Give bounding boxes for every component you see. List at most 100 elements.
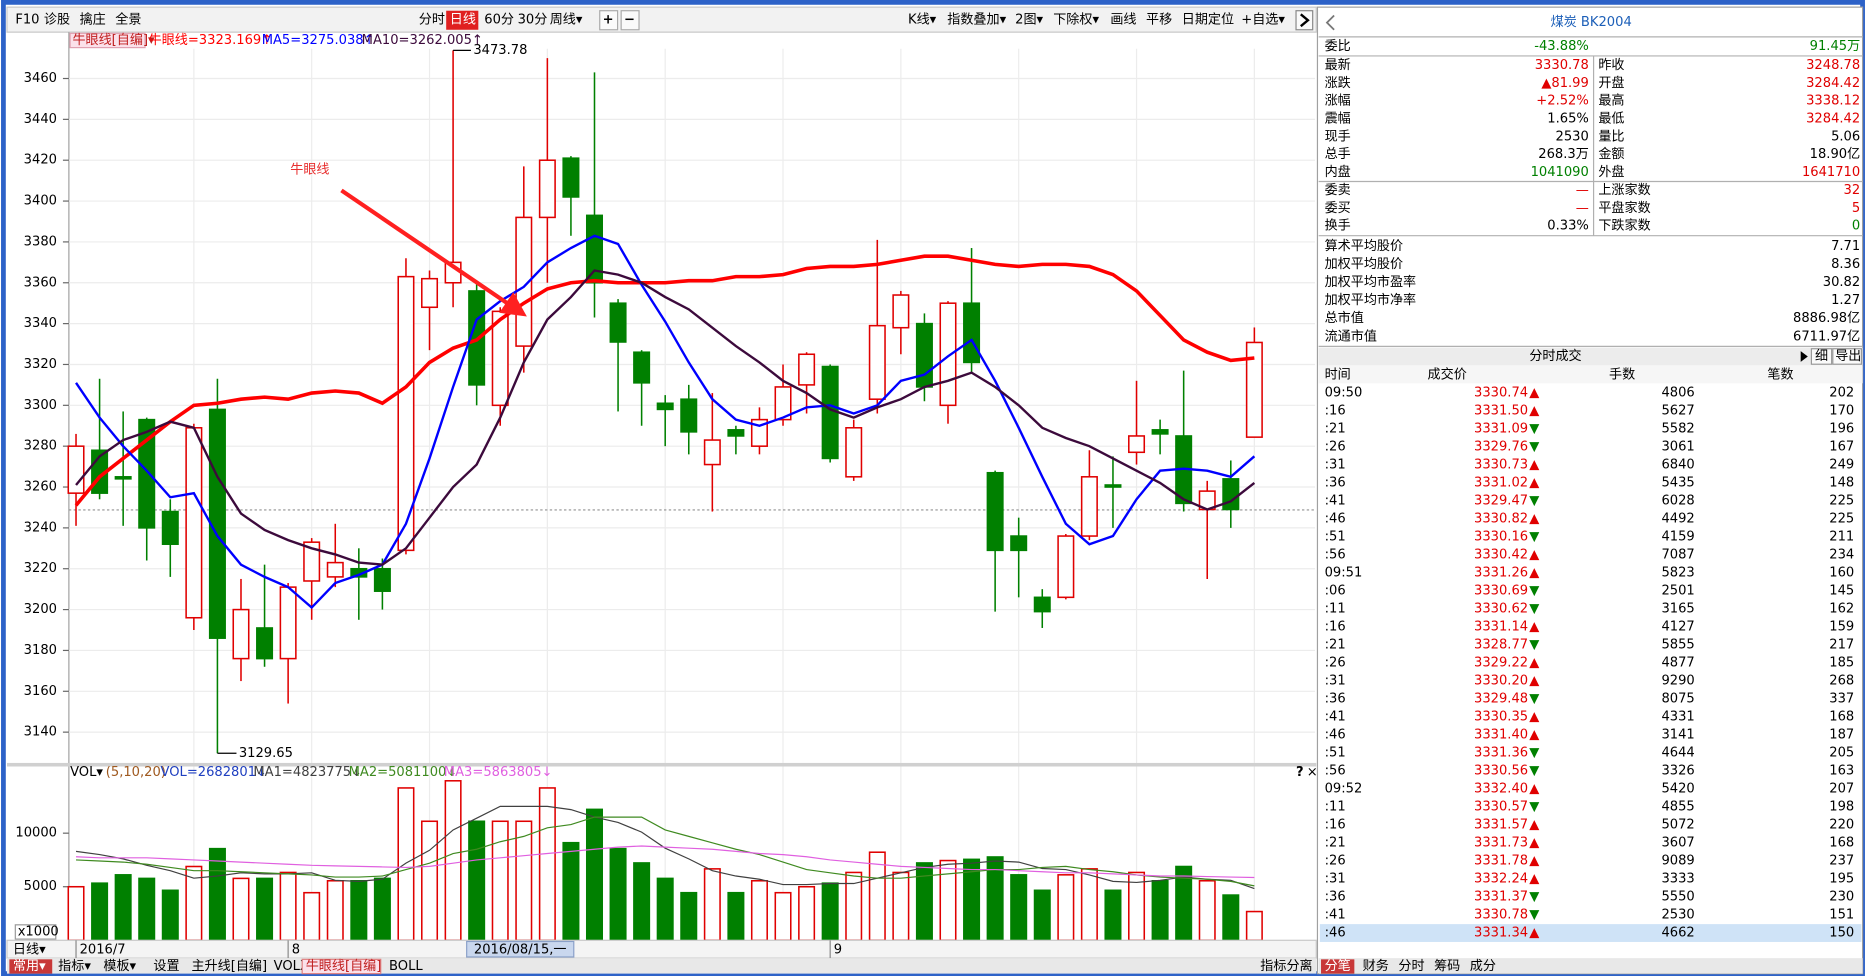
quote-value: 32	[1844, 183, 1861, 198]
zoom-button[interactable]: +	[603, 13, 614, 28]
volume-bar	[91, 882, 109, 942]
toolbar-button[interactable]: 画线	[1110, 12, 1136, 28]
quote-label: 最新	[1325, 57, 1351, 73]
period-button[interactable]: 分时	[419, 12, 445, 28]
expand-icon[interactable]	[1800, 351, 1808, 362]
tick-time: :11	[1325, 799, 1346, 814]
tick-time: :11	[1325, 601, 1346, 616]
toolbar-button[interactable]: 日期定位	[1182, 12, 1234, 28]
toolbar-button[interactable]: +自选▾	[1241, 12, 1285, 28]
close-icon[interactable]: ×	[1307, 765, 1318, 780]
tick-count: 160	[1829, 565, 1854, 580]
volume-bar	[538, 787, 556, 942]
candle-body	[562, 157, 580, 198]
indicator-name[interactable]: 牛眼线[自编]▾	[72, 32, 155, 48]
ma-line	[75, 234, 1256, 610]
period-label[interactable]: 日线▾	[13, 941, 46, 957]
tick-arrow: ▼	[1529, 583, 1540, 598]
toolbar-button[interactable]: F10	[15, 13, 39, 28]
quote-value: 3338.12	[1806, 94, 1860, 109]
quote-title: 煤炭 BK2004	[1551, 14, 1632, 30]
period-button[interactable]: 60分	[484, 12, 514, 28]
right-tab[interactable]: 成分	[1470, 958, 1496, 974]
bottom-tab[interactable]: VOLX	[274, 959, 309, 974]
tick-volume: 5072	[1661, 817, 1694, 832]
volume-title[interactable]: VOL▾	[70, 765, 103, 780]
tick-time: :41	[1325, 908, 1346, 923]
candle-body	[1128, 435, 1146, 454]
right-tab[interactable]: 分时	[1398, 958, 1424, 974]
toolbar-button[interactable]: 全景	[115, 11, 141, 28]
quote-value: 3284.42	[1806, 112, 1860, 127]
volume-ma-line	[75, 805, 1255, 890]
help-icon[interactable]: ?	[1296, 765, 1304, 780]
tick-count: 163	[1829, 763, 1854, 778]
ticks-button[interactable]: 导出	[1835, 348, 1861, 364]
y-tick-label: 3400	[24, 194, 57, 209]
tick-arrow: ▼	[1529, 493, 1540, 508]
period-button[interactable]: 日线	[450, 12, 476, 28]
toolbar-button[interactable]: 平移	[1146, 12, 1172, 28]
tick-count: 237	[1829, 853, 1854, 868]
tick-volume: 4492	[1661, 511, 1694, 526]
quote-value: 268.3万	[1538, 147, 1589, 162]
tick-volume: 2530	[1661, 908, 1694, 923]
bottom-tab[interactable]: 设置	[153, 958, 179, 974]
tick-price: 3330.69	[1474, 583, 1528, 598]
bottom-tab[interactable]: 指标▾	[58, 958, 91, 974]
split-button[interactable]: 指标分离	[1260, 957, 1312, 974]
right-tab[interactable]: 财务	[1363, 958, 1389, 974]
tick-time: :21	[1325, 637, 1346, 652]
tick-price: 3329.76	[1474, 439, 1528, 454]
ticks-button[interactable]: 细	[1815, 348, 1828, 364]
toolbar-button[interactable]: 下除权▾	[1053, 11, 1099, 28]
candle-body	[232, 608, 250, 660]
tick-price: 3330.35	[1474, 709, 1528, 724]
toolbar-button[interactable]: K线▾	[908, 12, 937, 28]
zoom-button[interactable]: −	[624, 13, 635, 28]
toolbar-button[interactable]: 指数叠加▾	[947, 12, 1006, 28]
tick-count: 168	[1829, 835, 1854, 850]
tick-volume: 5855	[1661, 637, 1694, 652]
back-icon[interactable]	[1325, 14, 1335, 31]
candle-body	[1151, 429, 1169, 435]
quote-value: 3248.78	[1806, 58, 1860, 73]
volume-bar	[939, 859, 957, 942]
volume-bar	[774, 891, 792, 942]
tick-price: 3331.34	[1474, 926, 1528, 941]
button-bg	[1810, 348, 1833, 365]
tick-count: 196	[1829, 421, 1854, 436]
y-tick-label: 3220	[24, 561, 57, 576]
quote-value: 1.65%	[1547, 112, 1589, 127]
bottom-tab[interactable]: 牛眼线[自编]	[306, 958, 382, 974]
right-tab[interactable]: 筹码	[1434, 957, 1460, 974]
x-tick-label: 2016/7	[80, 942, 126, 957]
tick-arrow: ▼	[1529, 439, 1540, 454]
tick-price: 3331.36	[1474, 745, 1528, 760]
tick-time: :31	[1325, 872, 1346, 887]
bottom-tab[interactable]: 模板▾	[103, 958, 136, 974]
tick-volume: 3333	[1661, 872, 1694, 887]
y-tick-label: 3280	[24, 439, 57, 454]
bottom-tab[interactable]: 常用▾	[13, 958, 46, 974]
y-tick-label: 3460	[24, 71, 57, 86]
toolbar-button[interactable]: 诊股	[44, 12, 70, 28]
period-button[interactable]: 周线▾	[550, 12, 583, 28]
quote-label: 内盘	[1325, 163, 1351, 180]
tick-price: 3331.02	[1474, 475, 1528, 490]
toolbar-button[interactable]: 擒庄	[80, 11, 106, 28]
bottom-tab[interactable]: BOLL	[389, 959, 423, 974]
tick-count: 170	[1829, 403, 1854, 418]
period-button[interactable]: 30分	[518, 12, 548, 28]
volume-bar	[562, 841, 580, 942]
right-tab[interactable]: 分笔	[1325, 958, 1351, 974]
volume-bar	[468, 820, 486, 942]
bottom-tab[interactable]: 主升线[自编]	[191, 958, 267, 974]
toolbar-button[interactable]: 2图▾	[1015, 13, 1043, 28]
tick-volume: 4331	[1661, 709, 1694, 724]
tick-volume: 3141	[1661, 727, 1694, 742]
panel-toggle-icon[interactable]	[1300, 13, 1310, 28]
candle-body	[1057, 535, 1075, 599]
volume-bar	[798, 885, 816, 942]
